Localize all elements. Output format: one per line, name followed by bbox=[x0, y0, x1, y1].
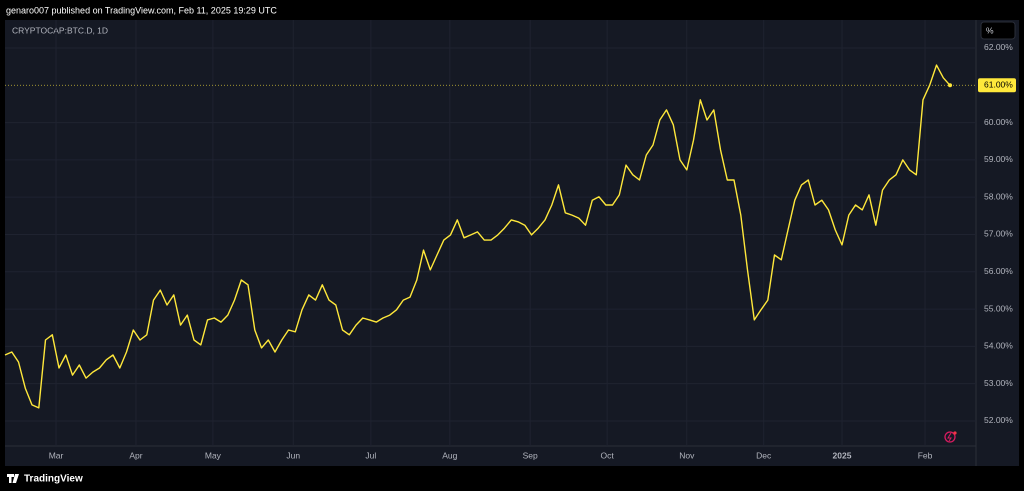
last-price-badge bbox=[978, 78, 1016, 93]
x-tick-label: Jun bbox=[286, 450, 300, 460]
y-tick-label: 53.00% bbox=[984, 378, 1013, 388]
price-line bbox=[4, 64, 951, 409]
y-tick-label: 55.00% bbox=[984, 303, 1013, 313]
x-tick-label: Oct bbox=[600, 450, 614, 460]
y-tick-label: 54.00% bbox=[984, 341, 1013, 351]
y-tick-label: 60.00% bbox=[984, 117, 1013, 127]
x-tick-label: Dec bbox=[756, 450, 772, 460]
footer-brand: TradingView bbox=[24, 474, 83, 485]
unit-button[interactable] bbox=[980, 21, 1016, 40]
chart-panel bbox=[5, 20, 1019, 466]
last-price-label: 61.00% bbox=[984, 80, 1013, 90]
y-tick-label: 52.00% bbox=[984, 415, 1013, 425]
header-text: genaro007 published on TradingView.com, … bbox=[6, 5, 277, 15]
x-tick-label: Mar bbox=[49, 450, 64, 460]
y-tick-label: 59.00% bbox=[984, 154, 1013, 164]
unit-button-label[interactable]: % bbox=[986, 25, 994, 35]
x-tick-label: 2025 bbox=[833, 450, 852, 460]
y-tick-label: 56.00% bbox=[984, 266, 1013, 276]
tradingview-logo bbox=[7, 474, 19, 483]
y-tick-label: 58.00% bbox=[984, 191, 1013, 201]
x-tick-label: Nov bbox=[679, 450, 695, 460]
y-tick-label: 57.00% bbox=[984, 229, 1013, 239]
symbol-title: CRYPTOCAP:BTC.D, 1D bbox=[12, 25, 108, 35]
x-tick-label: Feb bbox=[918, 450, 933, 460]
x-tick-label: May bbox=[205, 450, 222, 460]
plot: 52.00% 53.00% 54.00% 55.00% 56.00% 57.00% 58.0… bbox=[4, 20, 1016, 460]
y-tick-label: 62.00% bbox=[984, 42, 1013, 52]
x-tick-label: Aug bbox=[442, 450, 457, 460]
x-tick-label: Apr bbox=[129, 450, 142, 460]
last-point bbox=[948, 83, 953, 88]
alert-icon bbox=[944, 431, 957, 443]
x-tick-label: Jul bbox=[365, 450, 376, 460]
x-tick-label: Sep bbox=[523, 450, 538, 460]
